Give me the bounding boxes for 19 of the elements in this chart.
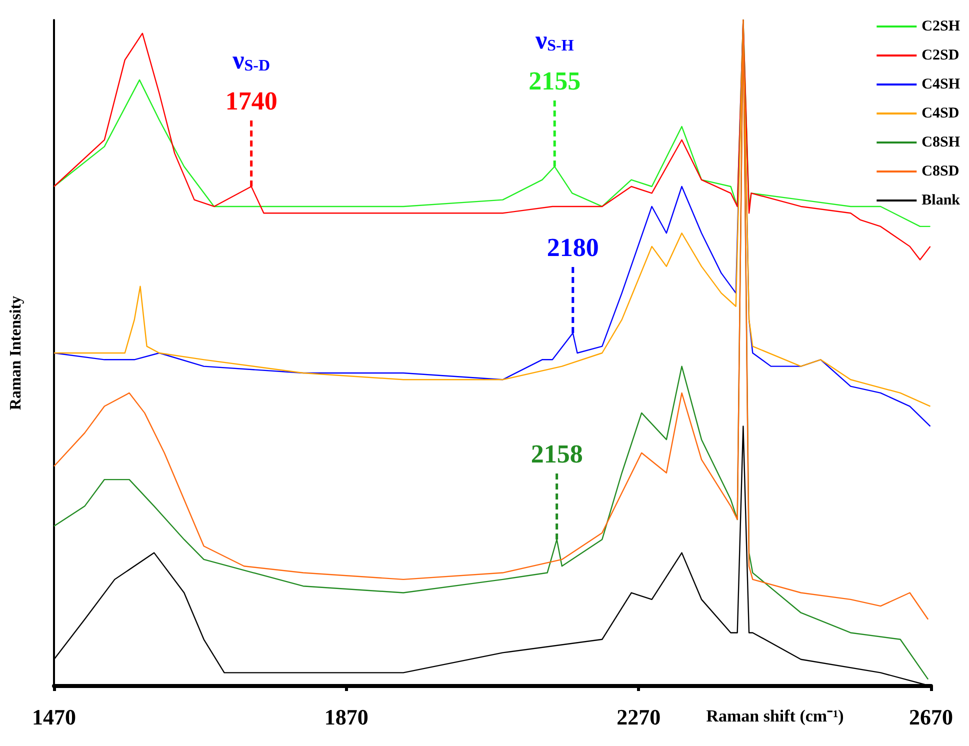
x-tick-label: 2270 — [616, 704, 661, 730]
annotation: 2155 — [528, 66, 581, 96]
legend-label: C4SD — [922, 106, 960, 122]
x-tick-label: 1870 — [324, 704, 368, 730]
annotation: 1740 — [225, 86, 278, 116]
x-tick-label: 1470 — [32, 704, 76, 730]
legend-label: C2SH — [922, 18, 960, 34]
annotation: νS-H — [534, 25, 574, 54]
legend-label: C4SH — [922, 76, 960, 92]
legend-label: C8SD — [922, 164, 960, 180]
legend-label: Blank — [922, 192, 961, 208]
legend-label: C2SD — [922, 48, 960, 64]
annotation: νS-D — [232, 45, 270, 74]
x-tick-label: 2670 — [909, 704, 953, 730]
annotation: 2158 — [530, 439, 583, 468]
y-axis-title: Raman Intensity — [8, 296, 24, 410]
legend-label: C8SH — [922, 134, 960, 150]
x-axis-title: Raman shift (cm⁻¹) — [706, 706, 844, 726]
annotation: 2180 — [546, 232, 599, 262]
